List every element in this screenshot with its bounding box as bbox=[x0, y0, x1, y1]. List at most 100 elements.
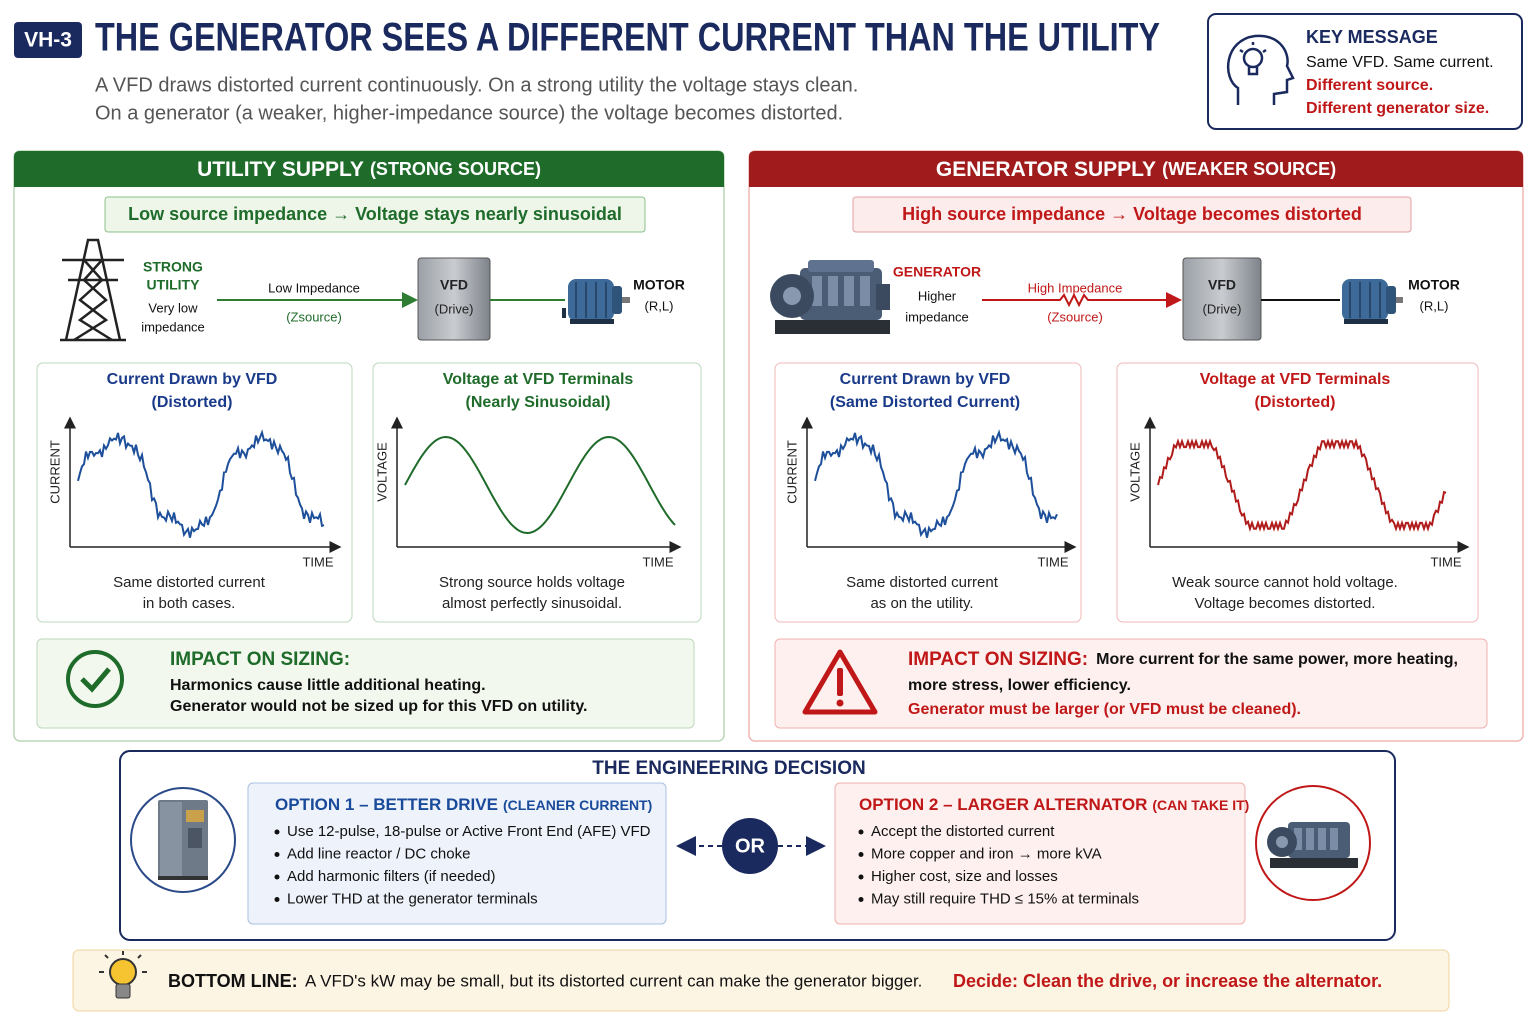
key-line: Same VFD. Same current. bbox=[1306, 54, 1494, 71]
waveform bbox=[814, 429, 1058, 538]
link-line bbox=[982, 292, 1182, 308]
tower-icon-part bbox=[64, 238, 122, 341]
generator-icon-part-part bbox=[828, 276, 838, 306]
option-bullet: Add line reactor / DC choke bbox=[287, 845, 470, 862]
chart-caption: almost perfectly sinusoidal. bbox=[442, 595, 622, 612]
generator-icon-part bbox=[808, 260, 874, 272]
option-bullet: Lower THD at the generator terminals bbox=[287, 890, 538, 907]
generator-icon-part bbox=[812, 276, 870, 306]
warning-icon-part bbox=[836, 699, 844, 707]
generator-small-icon-part-part bbox=[1318, 828, 1326, 850]
motor-icon-part bbox=[1386, 286, 1396, 314]
option-box bbox=[247, 782, 667, 925]
chart-title: Current Drawn by VFD bbox=[840, 371, 1011, 388]
impact-line: Harmonics cause little additional heatin… bbox=[170, 677, 486, 694]
impact-box bbox=[774, 638, 1488, 729]
warning-icon-part bbox=[837, 668, 843, 696]
key-title: KEY MESSAGE bbox=[1306, 27, 1438, 47]
motor-icon-part bbox=[622, 297, 630, 303]
panel-title-part: (WEAKER SOURCE) bbox=[1162, 159, 1336, 179]
subtitle: A VFD draws distorted current continuous… bbox=[95, 74, 858, 96]
option-bullet: May still require THD ≤ 15% at terminals bbox=[871, 890, 1139, 907]
panel-title-part: UTILITY SUPPLY bbox=[197, 158, 364, 181]
source-label: GENERATOR bbox=[893, 264, 981, 280]
chart-title: Current Drawn by VFD bbox=[107, 371, 278, 388]
impact-box bbox=[36, 638, 695, 729]
bulb-icon-part bbox=[115, 983, 131, 999]
utility-banner bbox=[104, 196, 646, 233]
option-bullet: Use 12-pulse, 18-pulse or Active Front E… bbox=[287, 823, 651, 840]
motor-icon-part bbox=[1344, 319, 1388, 324]
option-title-part: (CAN TAKE IT) bbox=[1152, 797, 1249, 813]
source-label: UTILITY bbox=[147, 277, 201, 293]
vfd-label: VFD bbox=[440, 277, 468, 293]
generator-icon-part bbox=[876, 284, 890, 310]
impact-title: IMPACT ON SIZING: bbox=[170, 649, 350, 670]
bottom-box bbox=[72, 949, 1450, 1012]
bullet bbox=[858, 874, 864, 880]
source-label: STRONG bbox=[143, 259, 203, 275]
source-note: impedance bbox=[905, 309, 969, 324]
chart-caption: Same distorted current bbox=[113, 574, 266, 591]
motor-icon-part bbox=[575, 282, 607, 318]
y-axis-label: VOLTAGE bbox=[374, 442, 389, 502]
bulb-icon-part-part bbox=[104, 954, 109, 959]
option-title-part: OPTION 2 – LARGER ALTERNATOR bbox=[859, 795, 1147, 814]
link-label: Low Impedance bbox=[268, 280, 360, 295]
generator-small-icon-part-part bbox=[1294, 828, 1302, 850]
panel-title: UTILITY SUPPLY (STRONG SOURCE) bbox=[197, 158, 541, 181]
y-axis-label: VOLTAGE bbox=[1127, 442, 1142, 502]
motor-note: (R,L) bbox=[645, 298, 674, 313]
vfd-note: (Drive) bbox=[435, 301, 474, 316]
head-icon-part bbox=[1226, 34, 1295, 105]
cabinet-icon-part bbox=[158, 876, 208, 880]
bullet bbox=[858, 897, 864, 902]
check-icon bbox=[66, 650, 124, 708]
cabinet-icon bbox=[158, 800, 208, 880]
motor-icon-part bbox=[568, 279, 614, 321]
link-note: (Zsource) bbox=[1047, 309, 1103, 324]
motor-icon bbox=[1342, 279, 1403, 324]
bullet bbox=[274, 829, 280, 835]
vfd-box bbox=[1182, 257, 1262, 341]
generator-icon-part bbox=[775, 320, 890, 334]
badge-bg bbox=[14, 22, 82, 58]
chart-title: Voltage at VFD Terminals bbox=[443, 371, 634, 388]
generator-banner bbox=[852, 196, 1412, 233]
waveform bbox=[1157, 437, 1447, 533]
source-note: Very low bbox=[148, 300, 198, 315]
impact-line: more stress, lower efficiency. bbox=[908, 677, 1131, 694]
motor-icon-part bbox=[612, 286, 622, 314]
impact-conclusion: Generator must be larger (or VFD must be… bbox=[908, 701, 1301, 718]
option-bullet: Add harmonic filters (if needed) bbox=[287, 868, 495, 885]
chart-subtitle: (Same Distorted Current) bbox=[830, 394, 1020, 411]
generator-header bbox=[749, 151, 1523, 187]
waveform bbox=[77, 429, 325, 538]
chart-box bbox=[774, 362, 1082, 623]
key-line: Different generator size. bbox=[1306, 100, 1489, 117]
bullet bbox=[858, 852, 864, 857]
chart-title: Voltage at VFD Terminals bbox=[1200, 371, 1391, 388]
bullet bbox=[274, 897, 280, 902]
motor-icon-part bbox=[1349, 282, 1381, 318]
tower-icon bbox=[60, 238, 126, 342]
key-box bbox=[1207, 13, 1523, 130]
bottom-decision: Decide: Clean the drive, or increase the… bbox=[953, 971, 1382, 991]
motor-note: (R,L) bbox=[1420, 298, 1449, 313]
chart-subtitle: (Nearly Sinusoidal) bbox=[466, 394, 611, 411]
bullet bbox=[274, 852, 280, 857]
waveform bbox=[404, 435, 676, 535]
head-icon-part bbox=[1239, 42, 1267, 54]
motor-icon-part bbox=[570, 319, 614, 324]
x-axis-label: TIME bbox=[1430, 554, 1461, 569]
bulb-icon bbox=[99, 951, 147, 999]
chart-caption: as on the utility. bbox=[870, 595, 973, 612]
head-icon bbox=[1226, 34, 1295, 105]
vfd-label: VFD bbox=[1208, 277, 1236, 293]
chart-caption: in both cases. bbox=[143, 595, 236, 612]
generator-small-icon-part-part bbox=[1330, 828, 1338, 850]
banner: Low source impedance → Voltage stays nea… bbox=[128, 204, 622, 224]
title: THE GENERATOR SEES A DIFFERENT CURRENT T… bbox=[95, 16, 1160, 60]
chart-box bbox=[36, 362, 353, 623]
